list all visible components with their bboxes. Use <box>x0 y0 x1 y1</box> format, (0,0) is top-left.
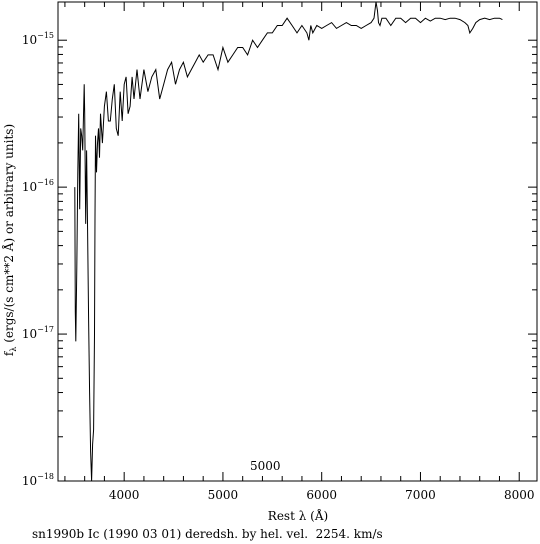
x-tick-label: 6000 <box>306 488 337 502</box>
tick-labels: 4000 5000 6000 7000 8000 10−18 10−17 10−16 10−15 <box>22 31 535 502</box>
spectrum-series-line <box>74 1 503 482</box>
ticks <box>58 2 537 482</box>
y-axis-label: fλ (ergs/(s cm**2 Å) or arbitrary units) <box>1 124 18 356</box>
x-tick-label: 8000 <box>504 488 535 502</box>
y-tick-label: 10−17 <box>22 325 54 341</box>
y-tick-label: 10−16 <box>22 178 54 194</box>
y-tick-label: 10−18 <box>22 472 54 488</box>
x-tick-label: 7000 <box>405 488 436 502</box>
x-axis-label: Rest λ (Å) <box>268 508 328 523</box>
figure-caption: sn1990b Ic (1990 03 01) deredsh. by hel.… <box>32 527 383 541</box>
axes-frame <box>57 1 538 482</box>
annotation-text: 5000 <box>250 459 281 473</box>
y-tick-label: 10−15 <box>22 31 54 47</box>
x-tick-label: 4000 <box>109 488 140 502</box>
plot-frame <box>57 1 538 482</box>
x-tick-label: 5000 <box>208 488 239 502</box>
